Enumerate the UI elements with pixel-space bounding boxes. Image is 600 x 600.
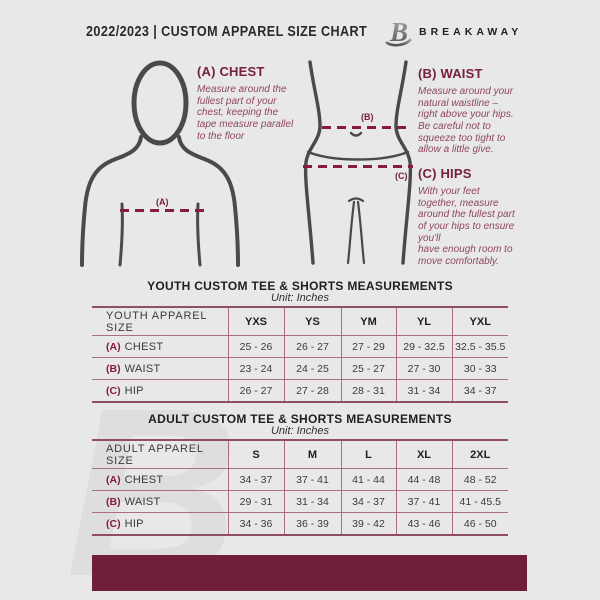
row-label: CHEST [124, 473, 164, 486]
table-cell: 43 - 46 [395, 512, 452, 535]
table-cell: 24 - 25 [283, 357, 341, 380]
youth-table-title: YOUTH CUSTOM TEE & SHORTS MEASUREMENTS [147, 279, 453, 293]
adult-size-table: ADULT APPAREL SIZE S M L XL 2XL (A) CHEST… [92, 439, 508, 536]
table-cell: 34 - 37 [227, 468, 284, 491]
chest-line-label: (A) [156, 197, 169, 207]
column-header: L [340, 440, 396, 469]
table-cell: 26 - 27 [227, 379, 284, 402]
table-cell: 31 - 34 [395, 379, 452, 402]
column-header: YXS [227, 307, 284, 336]
table-header-row: YOUTH APPAREL SIZE YXS YS YM YL YXL [92, 307, 508, 336]
row-prefix: (A) [106, 340, 121, 353]
table-cell: 27 - 30 [395, 357, 452, 380]
row-prefix: (C) [106, 384, 121, 397]
column-header: S [227, 440, 284, 469]
hips-heading: (C) HIPS [418, 166, 472, 181]
table-cell: 25 - 26 [227, 335, 284, 358]
table-cell: 34 - 36 [227, 512, 284, 535]
table-row: (C) HIP 26 - 27 27 - 28 28 - 31 31 - 34 3… [92, 379, 508, 402]
svg-text:B: B [389, 17, 408, 47]
brand-name: BREAKAWAY [419, 26, 523, 38]
waist-measure-line [322, 126, 409, 129]
row-label: HIP [124, 384, 144, 397]
row-prefix: (B) [106, 495, 121, 508]
table-cell: 36 - 39 [283, 512, 341, 535]
adult-table-unit: Unit: Inches [270, 425, 330, 437]
table-cell: 23 - 24 [227, 357, 284, 380]
breakaway-logo-icon: B [383, 15, 413, 48]
youth-table-unit: Unit: Inches [270, 292, 330, 304]
page-title: 2022/2023 | CUSTOM APPAREL SIZE CHART [86, 23, 368, 40]
table-cell: 44 - 48 [395, 468, 452, 491]
column-header: YXL [451, 307, 508, 336]
adult-table-title: ADULT CUSTOM TEE & SHORTS MEASUREMENTS [148, 412, 452, 426]
table-cell: 39 - 42 [340, 512, 396, 535]
body-chest-diagram [75, 57, 245, 267]
table-cell: 30 - 33 [451, 357, 508, 380]
table-cell: 41 - 45.5 [451, 490, 508, 513]
table-cell: 34 - 37 [451, 379, 508, 402]
table-row: (B) WAIST 23 - 24 24 - 25 25 - 27 27 - 30… [92, 357, 508, 380]
waist-instructions: Measure around your natural waistline – … [418, 86, 514, 156]
table-cell: 26 - 27 [283, 335, 341, 358]
body-waist-hips-diagram [298, 60, 418, 265]
table-cell: 46 - 50 [451, 512, 508, 535]
row-prefix: (B) [106, 362, 121, 375]
table-cell: 28 - 31 [340, 379, 396, 402]
table-row: (C) HIP 34 - 36 36 - 39 39 - 42 43 - 46 4… [92, 512, 508, 535]
column-header: YM [340, 307, 396, 336]
column-header: YL [395, 307, 452, 336]
chest-heading: (A) CHEST [197, 64, 265, 79]
table-cell: 34 - 37 [340, 490, 396, 513]
row-prefix: (C) [106, 517, 121, 530]
chest-instructions: Measure around the fullest part of your … [197, 84, 294, 142]
table-cell: 37 - 41 [395, 490, 452, 513]
chest-measure-line [120, 209, 207, 212]
footer-accent-bar [92, 555, 527, 591]
hips-instructions: With your feet together, measure around … [418, 186, 515, 268]
table-cell: 27 - 28 [283, 379, 341, 402]
youth-size-table: YOUTH APPAREL SIZE YXS YS YM YL YXL (A) C… [92, 306, 508, 403]
table-row: (B) WAIST 29 - 31 31 - 34 34 - 37 37 - 41… [92, 490, 508, 513]
table-header-row: ADULT APPAREL SIZE S M L XL 2XL [92, 440, 508, 469]
column-header: M [283, 440, 341, 469]
table-cell: 31 - 34 [283, 490, 341, 513]
row-label: WAIST [124, 362, 161, 375]
table-cell: 41 - 44 [340, 468, 396, 491]
table-cell: 29 - 32.5 [395, 335, 452, 358]
table-cell: 37 - 41 [283, 468, 341, 491]
row-label: HIP [124, 517, 144, 530]
table-cell: 27 - 29 [340, 335, 396, 358]
column-header: ADULT APPAREL SIZE [106, 442, 204, 467]
table-cell: 29 - 31 [227, 490, 284, 513]
row-label: CHEST [124, 340, 164, 353]
table-cell: 48 - 52 [451, 468, 508, 491]
hips-line-label: (C) [395, 171, 408, 181]
column-header: 2XL [451, 440, 508, 469]
table-cell: 25 - 27 [340, 357, 396, 380]
column-header: YOUTH APPAREL SIZE [106, 309, 207, 334]
column-header: YS [283, 307, 341, 336]
table-cell: 32.5 - 35.5 [451, 335, 508, 358]
waist-line-label: (B) [361, 112, 374, 122]
row-label: WAIST [124, 495, 161, 508]
column-header: XL [395, 440, 452, 469]
waist-heading: (B) WAIST [418, 66, 483, 81]
row-prefix: (A) [106, 473, 121, 486]
table-row: (A) CHEST 25 - 26 26 - 27 27 - 29 29 - 32… [92, 335, 508, 358]
table-row: (A) CHEST 34 - 37 37 - 41 41 - 44 44 - 48… [92, 468, 508, 491]
hips-measure-line [303, 165, 413, 168]
